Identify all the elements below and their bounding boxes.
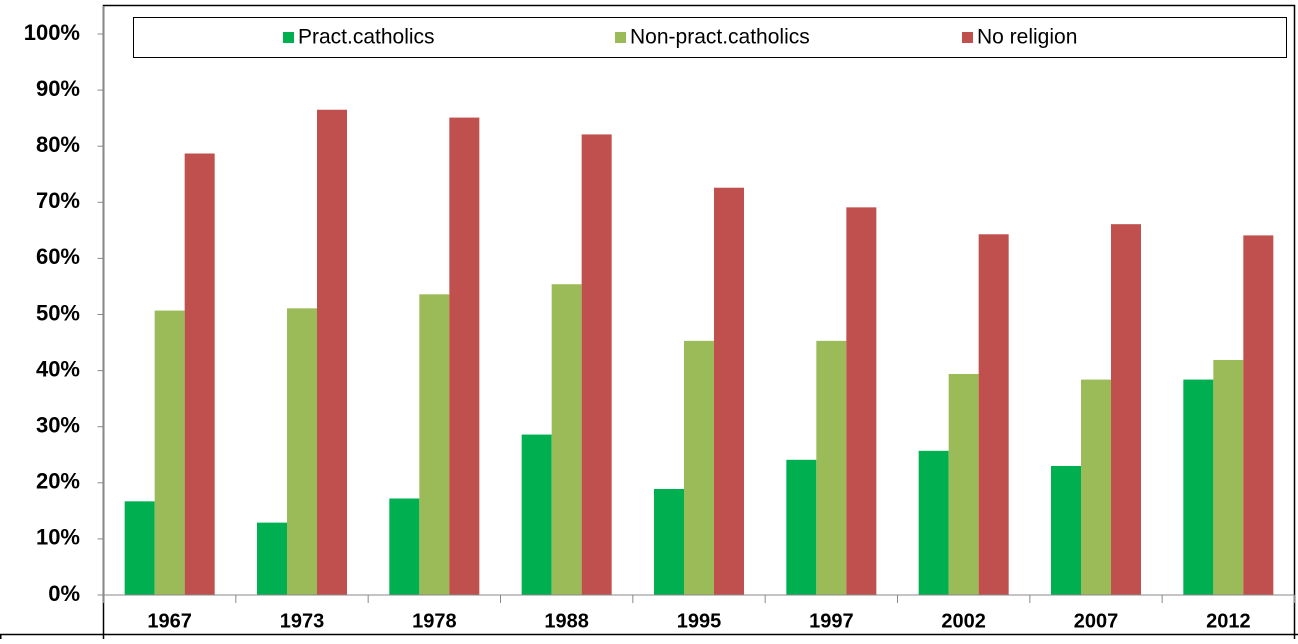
bar (389, 498, 420, 595)
y-tick-label: 100% (24, 20, 80, 45)
bar (918, 450, 949, 595)
y-tick-label: 90% (36, 76, 80, 101)
bar (287, 308, 317, 595)
bar (1243, 235, 1274, 596)
bar (449, 117, 480, 596)
bar (846, 207, 877, 595)
legend-label: Pract.catholics (298, 26, 435, 49)
y-tick-label: 50% (36, 300, 80, 325)
bar (257, 522, 287, 595)
bar (1051, 465, 1081, 595)
bar (816, 340, 847, 595)
x-tick-label: 2012 (1206, 610, 1251, 632)
bar (521, 434, 552, 595)
y-tick-label: 70% (36, 188, 80, 213)
bar (714, 187, 744, 596)
x-tick-label: 1967 (147, 610, 192, 632)
legend-swatch (615, 32, 626, 43)
bar (124, 501, 155, 595)
legend-box (133, 17, 1287, 58)
y-tick-label: 60% (36, 244, 80, 269)
y-tick-label: 20% (36, 469, 80, 494)
bar (978, 234, 1009, 596)
x-tick-label: 1997 (809, 610, 854, 632)
bar (154, 310, 185, 595)
bar (1111, 224, 1141, 595)
y-tick-label: 10% (36, 525, 80, 550)
bar (581, 134, 612, 595)
x-tick-label: 1978 (412, 610, 457, 632)
x-tick-label: 2002 (941, 610, 986, 632)
y-tick-label: 40% (36, 356, 80, 381)
x-tick-label: 1995 (677, 610, 722, 632)
x-tick-label: 2007 (1074, 610, 1119, 632)
x-tick-label: 1973 (280, 610, 325, 632)
legend-label: Non-pract.catholics (630, 26, 810, 49)
x-tick-label: 1988 (544, 610, 589, 632)
bar (419, 294, 450, 595)
legend-swatch (283, 32, 294, 43)
bar (1213, 359, 1244, 595)
y-tick-label: 0% (48, 581, 80, 606)
legend-label: No religion (977, 26, 1077, 49)
bar (654, 488, 684, 595)
legend-swatch (962, 32, 973, 43)
bar (317, 109, 347, 596)
bar (551, 284, 582, 595)
bar (948, 373, 979, 595)
bar (184, 153, 215, 596)
bar (1081, 379, 1111, 595)
bar (684, 340, 714, 595)
bar (1183, 379, 1214, 595)
y-tick-label: 80% (36, 132, 80, 157)
y-tick-label: 30% (36, 413, 80, 438)
bar (786, 459, 817, 595)
